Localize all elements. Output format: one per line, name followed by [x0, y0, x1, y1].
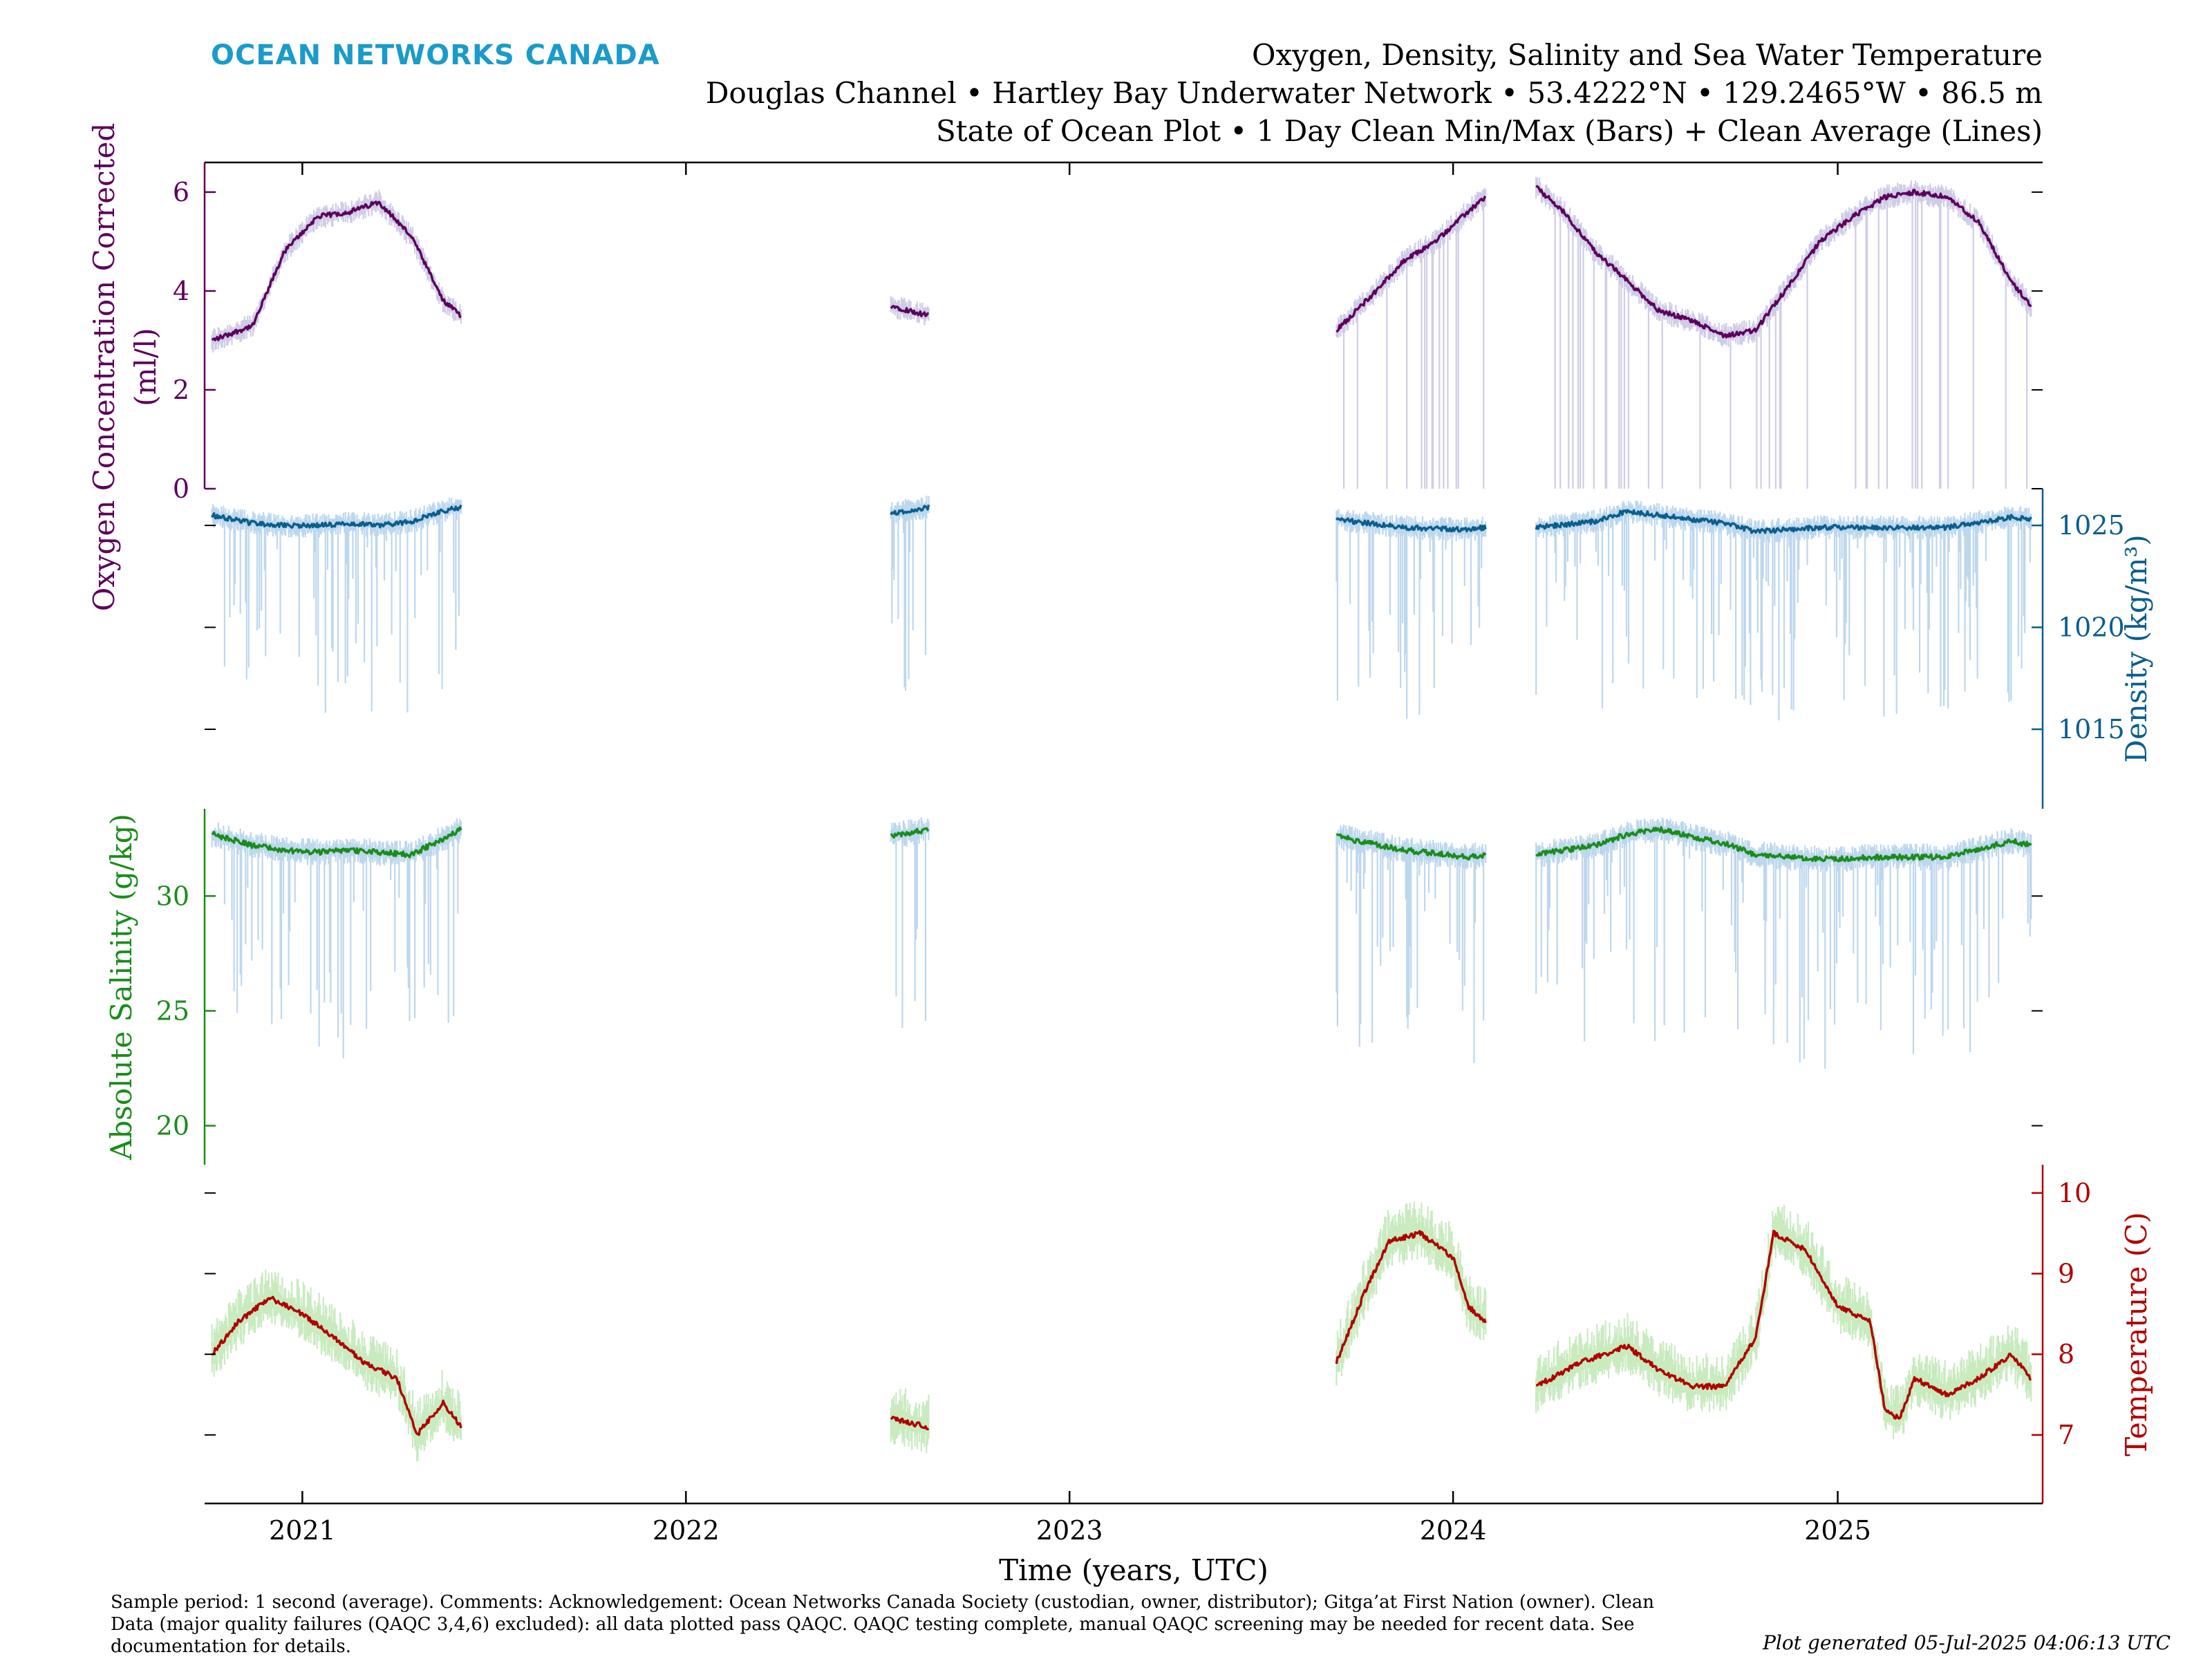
- salinity-y-tick-label: 20: [156, 1111, 189, 1141]
- density-minmax-bars: [211, 498, 462, 713]
- x-tick-label: 2025: [1804, 1515, 1871, 1546]
- plot-generated-timestamp: Plot generated 05-Jul-2025 04:06:13 UTC: [1762, 1631, 2171, 1654]
- density-minmax-bars: [1535, 500, 2032, 721]
- temperature-y-axis-label: Temperature (C): [2119, 1212, 2153, 1456]
- salinity-minmax-bars: [890, 817, 930, 1028]
- oxygen-y-axis-label-line-2: (ml/l): [129, 328, 162, 406]
- plot-area: 0 2 4 6 Oxygen Concentration Corrected (ml/l)…: [87, 123, 2153, 1546]
- salinity-minmax-bars: [1535, 817, 2032, 1069]
- oxygen-y-tick-label: 6: [173, 177, 189, 207]
- temperature-average-line-segment-3: [1335, 1230, 1487, 1365]
- temperature-panel: 7 8 9 10 Temperature (C): [205, 1165, 2153, 1503]
- oxygen-average-line-segment-1: [211, 200, 462, 341]
- density-minmax-bars: [890, 496, 930, 691]
- density-y-tick-label: 1020: [2058, 612, 2125, 643]
- chart-title: Oxygen, Density, Salinity and Sea Water …: [1252, 38, 2043, 72]
- temperature-y-tick-label: 8: [2058, 1339, 2074, 1369]
- salinity-y-tick-label: 30: [156, 881, 189, 911]
- density-average-line-segment-1: [211, 504, 462, 529]
- density-y-axis-label: Density (kg/m³): [2119, 534, 2153, 762]
- density-average-line-segment-4: [1535, 509, 2032, 534]
- x-tick-label: 2024: [1420, 1515, 1487, 1546]
- temperature-average-line-segment-4: [1535, 1230, 2032, 1420]
- oxygen-average-line-segment-3: [1335, 196, 1487, 333]
- temperature-average-line-segment-1: [212, 1295, 462, 1436]
- salinity-average-line-segment-4: [1535, 826, 2032, 863]
- oxygen-y-axis-label-line-1: Oxygen Concentration Corrected: [87, 123, 121, 611]
- temperature-minmax-bars: [1335, 1201, 1487, 1386]
- oxygen-average-line-segment-4: [1535, 185, 2032, 339]
- salinity-minmax-bars: [211, 818, 462, 1058]
- salinity-average-line-segment-3: [1336, 833, 1487, 861]
- oxygen-minmax-bars: [1335, 187, 1487, 489]
- salinity-y-axis-label: Absolute Salinity (g/kg): [104, 814, 138, 1161]
- density-minmax-bars: [1335, 508, 1487, 719]
- oxygen-average-line-segment-2: [890, 305, 929, 317]
- density-y-tick-label: 1025: [2058, 510, 2125, 541]
- oxygen-y-tick-label: 2: [173, 375, 189, 405]
- oxygen-y-tick-label: 4: [173, 276, 189, 306]
- x-tick-label: 2022: [653, 1515, 720, 1546]
- footer-comment-line-1: Sample period: 1 second (average). Comme…: [111, 1592, 1654, 1613]
- footer-comment-line-2: Data (major quality failures (QAQC 3,4,6…: [111, 1614, 1635, 1635]
- oxygen-panel: 0 2 4 6 Oxygen Concentration Corrected (ml/l): [87, 123, 2043, 611]
- density-y-tick-label: 1015: [2058, 714, 2125, 744]
- footer-comment-line-3: documentation for details.: [111, 1636, 351, 1657]
- temperature-y-tick-label: 9: [2058, 1259, 2074, 1289]
- density-average-line-segment-2: [890, 504, 930, 516]
- salinity-minmax-bars: [1335, 824, 1487, 1063]
- oxygen-minmax-bars: [1535, 177, 2032, 489]
- x-tick-label: 2021: [269, 1515, 336, 1546]
- brand-logo: OCEAN NETWORKS CANADA: [211, 39, 660, 71]
- salinity-panel: 20 25 30 Absolute Salinity (g/kg): [104, 809, 2043, 1165]
- x-axis-label: Time (years, UTC): [999, 1553, 1268, 1587]
- salinity-y-tick-label: 25: [156, 995, 189, 1026]
- chart-subtitle-plot-type: State of Ocean Plot • 1 Day Clean Min/Ma…: [936, 114, 2043, 148]
- density-average-line-segment-3: [1335, 517, 1487, 533]
- salinity-average-line-segment-2: [890, 827, 930, 839]
- oxygen-y-tick-label: 0: [173, 474, 189, 504]
- temperature-y-tick-label: 7: [2058, 1420, 2074, 1450]
- temperature-average-line-segment-2: [890, 1416, 930, 1431]
- chart-subtitle-location: Douglas Channel • Hartley Bay Underwater…: [706, 76, 2043, 110]
- salinity-average-line-segment-1: [211, 826, 462, 859]
- temperature-y-tick-label: 10: [2058, 1178, 2091, 1208]
- temperature-minmax-bars: [211, 1269, 462, 1462]
- x-tick-label: 2023: [1036, 1515, 1103, 1546]
